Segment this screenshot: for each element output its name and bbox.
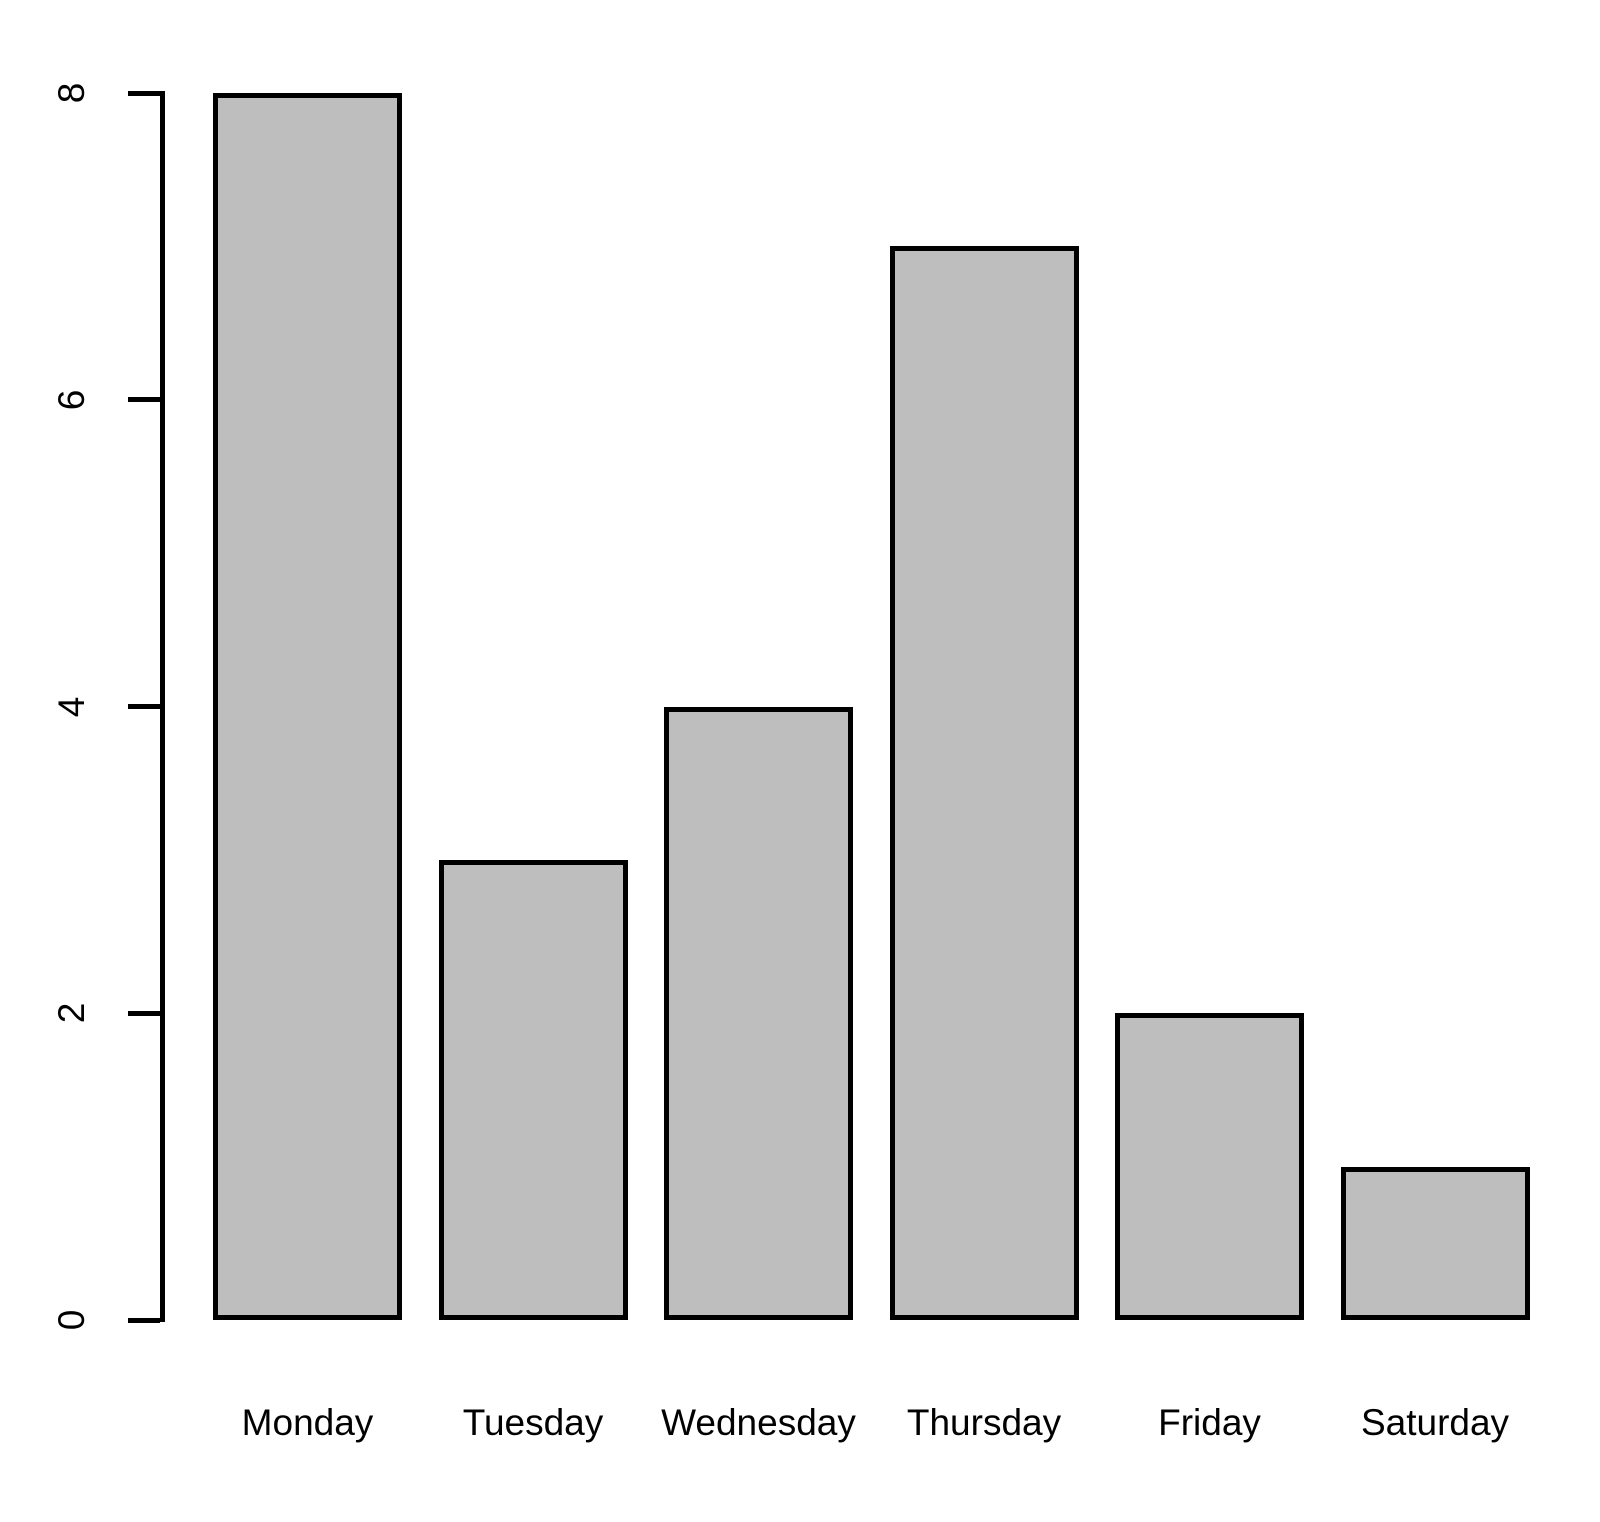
bar-friday <box>1115 1013 1304 1320</box>
x-label-thursday: Thursday <box>906 1402 1062 1443</box>
bar-monday <box>213 93 402 1320</box>
y-tick-mark <box>128 1010 160 1016</box>
y-tick-label: 4 <box>51 696 92 717</box>
x-label-saturday: Saturday <box>1360 1402 1510 1443</box>
y-tick-mark <box>128 90 160 96</box>
bar-wednesday <box>664 706 853 1320</box>
y-axis-line <box>160 91 165 1322</box>
y-tick-label: 8 <box>51 82 92 104</box>
y-tick-label: 2 <box>51 1002 92 1024</box>
y-tick-label: 6 <box>51 389 92 411</box>
y-tick-label: 0 <box>51 1309 92 1331</box>
y-tick-mark <box>128 1317 160 1323</box>
bar-thursday <box>889 246 1079 1320</box>
x-label-tuesday: Tuesday <box>462 1402 604 1443</box>
bar-saturday <box>1340 1166 1530 1320</box>
y-tick-mark <box>128 704 160 709</box>
bar-tuesday <box>438 859 628 1320</box>
x-label-monday: Monday <box>241 1402 374 1443</box>
x-label-wednesday: Wednesday <box>661 1402 856 1443</box>
y-tick-mark <box>128 397 160 403</box>
x-label-friday: Friday <box>1158 1402 1261 1443</box>
